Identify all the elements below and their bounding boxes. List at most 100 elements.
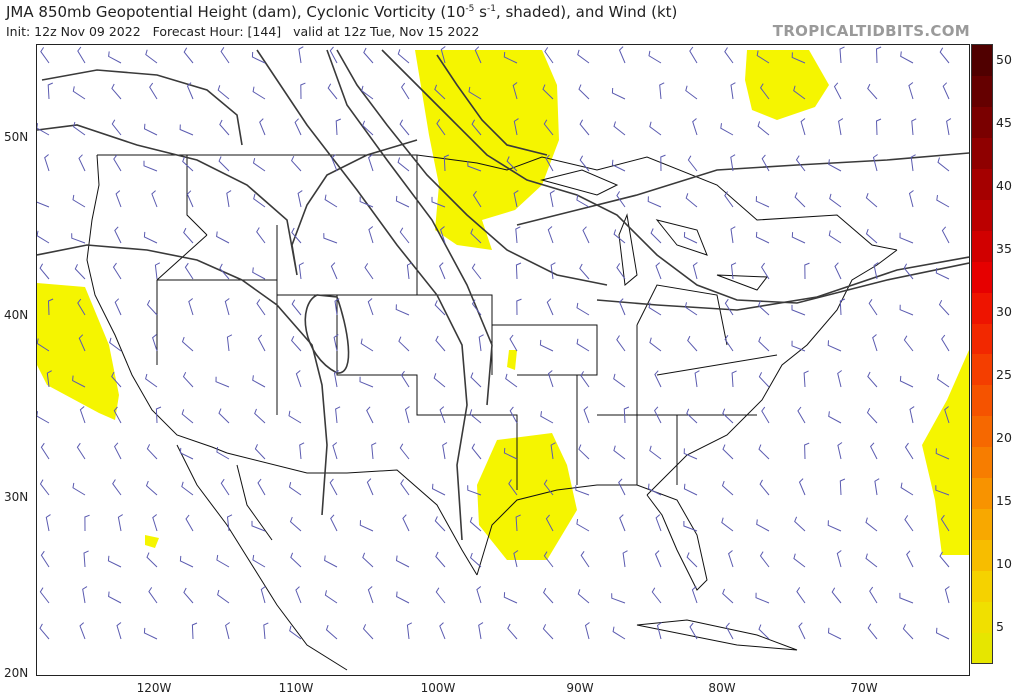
wind-barb <box>651 587 662 604</box>
wind-barb <box>112 479 122 496</box>
wind-barb <box>220 478 230 496</box>
wind-barb <box>82 586 88 604</box>
wind-barb <box>837 442 843 460</box>
colorbar-segment <box>972 415 992 448</box>
wind-barb <box>899 592 914 604</box>
wind-barb <box>804 442 810 460</box>
wind-barb <box>335 118 341 136</box>
wind-barb <box>146 299 158 316</box>
wind-barb <box>83 550 89 568</box>
wind-barb <box>39 263 50 280</box>
wind-barb <box>37 201 50 208</box>
wind-barb <box>899 232 914 244</box>
wind-barb <box>755 196 770 208</box>
wind-barb <box>611 159 626 172</box>
wind-barb <box>469 409 482 424</box>
wind-barb <box>791 304 806 316</box>
wind-barb <box>330 514 338 532</box>
map-subtitle: Init: 12z Nov 09 2022 Forecast Hour: [14… <box>6 24 479 39</box>
wind-barb <box>366 406 374 424</box>
closed-low <box>304 294 350 374</box>
vort-blob-baja <box>145 535 159 548</box>
wind-barb <box>117 514 123 532</box>
wind-barb <box>152 514 158 532</box>
wind-barb <box>252 86 266 100</box>
vort-blob-quebec <box>745 50 829 120</box>
wind-barb <box>543 119 554 136</box>
wind-barb <box>647 483 662 496</box>
wind-barb <box>467 161 482 172</box>
lat-label-50n: 50N <box>4 130 29 144</box>
wind-barb <box>649 337 662 352</box>
wind-barb <box>108 591 122 604</box>
wind-barb <box>654 370 662 388</box>
wind-barb <box>468 86 482 100</box>
wind-barb <box>728 550 734 568</box>
wind-barb <box>191 622 198 640</box>
wind-barb <box>439 622 446 640</box>
wind-barb <box>941 334 950 352</box>
wind-barb <box>730 226 736 244</box>
wind-barb <box>758 372 770 388</box>
colorbar-segment <box>972 539 992 571</box>
wind-barb <box>179 555 194 568</box>
wind-barb <box>40 550 50 568</box>
wind-barb <box>333 370 339 388</box>
wind-barb <box>395 555 410 568</box>
wind-barb <box>291 335 302 352</box>
wind-barb <box>402 514 410 532</box>
wind-barb <box>576 302 590 316</box>
wind-barb <box>935 485 950 496</box>
wind-barb <box>364 263 374 280</box>
wind-barb <box>361 85 374 100</box>
wind-barb <box>109 337 122 352</box>
vort-blob-atlantic <box>922 350 969 555</box>
wind-barb <box>619 298 626 316</box>
colorbar-tick-label: 40 <box>996 178 1012 193</box>
wind-barb <box>404 406 410 424</box>
wind-barb <box>183 587 194 604</box>
wind-barb <box>398 336 410 352</box>
wind-barb <box>758 624 770 640</box>
wind-barb <box>226 190 232 208</box>
wind-barb <box>443 154 450 172</box>
contour-10 <box>596 256 969 311</box>
pacific-coast <box>86 154 228 454</box>
wind-barb <box>225 622 230 640</box>
wind-barb <box>683 483 698 496</box>
site-watermark: TROPICALTIDBITS.COM <box>772 22 970 40</box>
colorbar-segment <box>972 261 992 293</box>
colorbar-tick-label: 50 <box>996 52 1012 67</box>
wind-barb <box>865 517 878 532</box>
wind-barb <box>154 262 161 280</box>
wind-barb <box>724 335 734 352</box>
wind-barb <box>939 551 950 568</box>
wind-barb <box>509 406 518 424</box>
wind-barb <box>113 406 122 424</box>
wind-barb <box>903 335 914 352</box>
lon-label-110w: 110W <box>278 681 314 695</box>
state-lines <box>156 155 778 490</box>
wind-barb <box>107 555 122 568</box>
wind-barb <box>471 263 482 280</box>
wind-barb <box>399 443 410 460</box>
wind-barb <box>399 119 410 136</box>
wind-barb <box>689 622 698 640</box>
wind-barb <box>503 592 518 604</box>
wind-barb <box>39 587 50 604</box>
wind-barb <box>730 82 736 100</box>
wind-barb <box>612 626 626 640</box>
wind-barb <box>867 623 878 640</box>
wind-barb <box>77 46 86 64</box>
wind-barb <box>724 298 734 316</box>
wind-barb <box>834 262 842 280</box>
wind-barb <box>299 442 305 460</box>
wind-barb <box>836 550 842 568</box>
wind-barb <box>869 442 878 460</box>
wind-barb <box>872 334 878 352</box>
wind-barb <box>540 411 554 424</box>
wind-barb <box>904 442 914 460</box>
wind-barb <box>761 406 770 424</box>
contour-7 <box>516 152 969 226</box>
wind-barb <box>435 335 446 352</box>
